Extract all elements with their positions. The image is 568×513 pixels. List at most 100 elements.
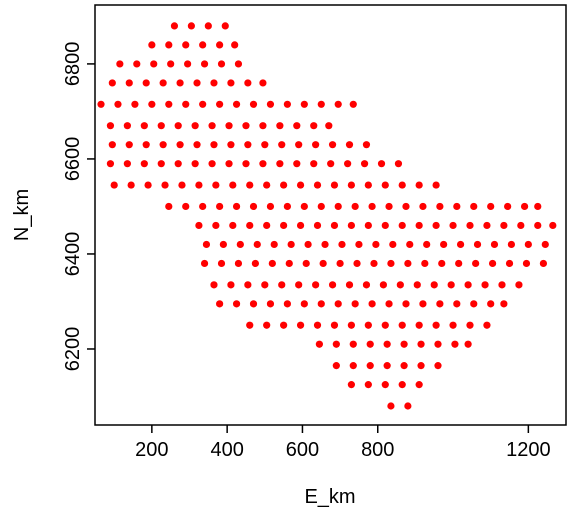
- point: [97, 100, 105, 108]
- point: [366, 362, 374, 370]
- point: [419, 300, 427, 308]
- point: [300, 100, 308, 108]
- point: [381, 381, 389, 389]
- point: [280, 321, 288, 329]
- x-tick-label: 1200: [506, 439, 551, 461]
- point: [200, 259, 209, 268]
- point: [182, 100, 190, 108]
- point: [313, 181, 322, 189]
- point: [522, 259, 531, 268]
- point: [184, 60, 192, 68]
- point: [283, 100, 291, 108]
- point: [487, 300, 495, 308]
- point: [225, 160, 233, 168]
- point: [387, 259, 395, 268]
- point: [210, 79, 218, 87]
- point: [295, 141, 303, 149]
- point: [242, 122, 250, 130]
- point: [157, 122, 165, 130]
- point: [312, 141, 320, 149]
- point: [268, 259, 276, 268]
- point: [370, 259, 378, 268]
- point: [325, 122, 333, 130]
- point: [453, 300, 461, 308]
- point: [500, 300, 508, 308]
- point: [353, 259, 361, 268]
- point: [379, 281, 387, 289]
- point: [415, 381, 423, 389]
- point: [336, 259, 344, 268]
- point: [381, 181, 389, 189]
- point: [432, 181, 440, 189]
- point: [159, 141, 167, 149]
- point: [227, 141, 235, 149]
- point: [217, 259, 226, 268]
- point: [293, 160, 301, 168]
- point: [355, 240, 363, 249]
- point: [176, 141, 184, 149]
- x-tick-label: 400: [210, 439, 243, 461]
- point: [280, 181, 288, 189]
- point: [278, 141, 286, 149]
- point: [244, 79, 252, 87]
- point: [229, 221, 237, 230]
- point: [216, 100, 224, 108]
- point: [187, 22, 195, 30]
- point: [364, 221, 372, 230]
- point: [251, 259, 259, 268]
- point: [347, 221, 355, 230]
- point: [364, 321, 372, 329]
- point: [302, 259, 310, 268]
- plot-frame: [94, 4, 567, 426]
- point: [167, 60, 175, 68]
- point: [216, 300, 224, 308]
- point: [231, 41, 239, 49]
- point: [263, 221, 271, 230]
- point: [517, 221, 525, 230]
- point: [449, 321, 457, 329]
- point: [249, 100, 258, 108]
- point: [199, 100, 207, 108]
- point: [200, 60, 209, 68]
- x-tick-label: 800: [361, 439, 394, 461]
- point: [334, 202, 342, 211]
- point: [349, 100, 357, 108]
- point: [176, 79, 184, 87]
- point: [349, 362, 357, 370]
- point: [520, 202, 529, 211]
- point: [174, 160, 182, 168]
- y-tick-label: 6400: [62, 232, 84, 277]
- point: [123, 160, 131, 168]
- point: [216, 202, 224, 211]
- point: [212, 221, 220, 230]
- point: [259, 79, 267, 87]
- point: [140, 160, 148, 168]
- point: [106, 122, 115, 130]
- point: [285, 259, 293, 268]
- point: [110, 181, 118, 189]
- point: [398, 181, 406, 189]
- point: [394, 160, 403, 168]
- point: [398, 321, 406, 329]
- point: [483, 321, 491, 329]
- point: [387, 402, 395, 410]
- point: [377, 160, 386, 168]
- point: [249, 202, 258, 211]
- point: [328, 141, 337, 149]
- point: [263, 181, 271, 189]
- point: [338, 240, 346, 249]
- point: [199, 41, 207, 49]
- point: [473, 240, 482, 249]
- point: [142, 141, 150, 149]
- point: [244, 141, 252, 149]
- point: [398, 221, 406, 230]
- point: [317, 300, 325, 308]
- point: [351, 300, 359, 308]
- point: [455, 259, 463, 268]
- point: [148, 41, 156, 49]
- point: [332, 340, 340, 348]
- point: [451, 340, 459, 348]
- point: [453, 202, 461, 211]
- point: [276, 122, 284, 130]
- point: [219, 240, 227, 249]
